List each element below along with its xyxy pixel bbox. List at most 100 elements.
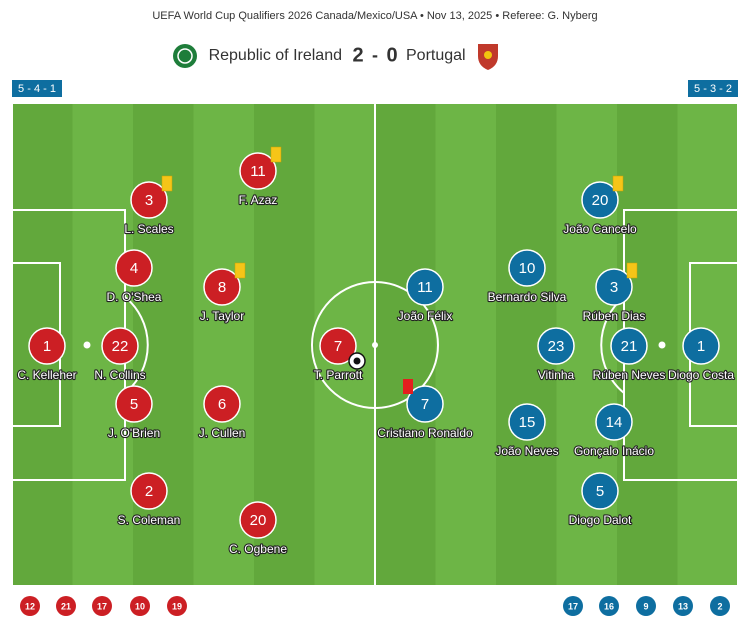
red-card — [403, 379, 413, 394]
substitute-badge — [673, 596, 693, 616]
player-badge — [595, 268, 633, 306]
player-name: Diogo Dalot — [569, 513, 632, 527]
player-name: F. Azaz — [239, 193, 278, 207]
substitute-number: 10 — [135, 601, 145, 611]
player-number: 6 — [218, 396, 226, 413]
player-name: L. Scales — [124, 222, 173, 236]
center-spot — [372, 342, 378, 348]
away-formation: 5 - 3 - 2 — [694, 83, 732, 95]
player-badge — [115, 249, 153, 287]
substitute-number: 9 — [643, 601, 648, 611]
penalty-arc — [600, 296, 625, 394]
yellow-card — [612, 175, 624, 192]
player-name: João Cancelo — [563, 222, 637, 236]
home-crest — [173, 44, 197, 68]
player-name: S. Coleman — [118, 513, 181, 527]
player-badge — [581, 181, 619, 219]
substitute-badge — [92, 596, 112, 616]
player-number: 8 — [218, 279, 226, 296]
away-score: 0 — [386, 44, 397, 66]
player-name: Vitinha — [538, 368, 575, 382]
goal-ball-patch — [353, 357, 361, 365]
penalty-spot — [83, 341, 91, 349]
substitute-badge — [710, 596, 730, 616]
player-name: Gonçalo Inácio — [574, 444, 654, 458]
player-name: J. Taylor — [200, 309, 244, 323]
away-formation-badge — [688, 80, 738, 97]
player-badge — [28, 327, 66, 365]
player-number: 3 — [145, 192, 153, 209]
player-badge — [130, 181, 168, 219]
substitute-number: 16 — [604, 601, 614, 611]
player-badge — [130, 472, 168, 510]
player-name: Rúben Neves — [593, 368, 666, 382]
player-number: 1 — [43, 338, 51, 355]
yellow-card — [234, 262, 246, 279]
penalty-arc — [124, 296, 149, 394]
player-number: 20 — [250, 512, 267, 529]
away-crest — [478, 44, 498, 70]
substitute-number: 12 — [25, 601, 35, 611]
substitute-number: 2 — [717, 601, 722, 611]
substitute-badge — [167, 596, 187, 616]
player-name: C. Ogbene — [229, 542, 287, 556]
substitute-number: 17 — [97, 601, 107, 611]
substitute-number: 13 — [678, 601, 688, 611]
player-number: 4 — [130, 260, 138, 277]
penalty-spot — [658, 341, 666, 349]
player-badge — [239, 152, 277, 190]
match-info: UEFA World Cup Qualifiers 2026 Canada/Me… — [152, 10, 597, 22]
substitute-number: 19 — [172, 601, 182, 611]
substitute-number: 21 — [61, 601, 71, 611]
player-badge — [682, 327, 720, 365]
player-number: 20 — [592, 192, 609, 209]
player-number: 23 — [548, 338, 565, 355]
yellow-card — [626, 262, 638, 279]
player-number: 11 — [417, 279, 433, 296]
player-badge — [508, 249, 546, 287]
player-badge — [115, 385, 153, 423]
player-badge — [239, 501, 277, 539]
player-name: Diogo Costa — [668, 368, 734, 382]
player-number: 21 — [621, 338, 638, 355]
substitute-number: 17 — [568, 601, 578, 611]
player-badge — [406, 385, 444, 423]
player-number: 10 — [519, 260, 536, 277]
player-badge — [319, 327, 357, 365]
away-team: Portugal — [406, 47, 466, 64]
player-badge — [537, 327, 575, 365]
player-badge — [595, 403, 633, 441]
player-name: Bernardo Silva — [488, 290, 567, 304]
pitch-stripe — [375, 103, 436, 586]
player-badge — [406, 268, 444, 306]
player-badge — [203, 268, 241, 306]
player-name: Rúben Dias — [583, 309, 646, 323]
home-score: 2 — [352, 44, 363, 66]
center-circle — [311, 281, 439, 409]
player-name: João Neves — [495, 444, 558, 458]
player-badge — [581, 472, 619, 510]
player-name: J. O'Brien — [108, 426, 160, 440]
players: 1 C. Kelleher 22 N. Collins 4 D. O'Shea 3 L. Sc… — [16, 146, 735, 557]
substitute-badge — [56, 596, 76, 616]
player-name: T. Parrott — [314, 368, 363, 382]
player-name: C. Kelleher — [17, 368, 76, 382]
player-badge — [610, 327, 648, 365]
pitch-stripe — [435, 103, 497, 586]
substitute-badge — [636, 596, 656, 616]
substitute-badge — [130, 596, 150, 616]
yellow-card — [161, 175, 173, 192]
substitute-badge — [563, 596, 583, 616]
player-name: N. Collins — [94, 368, 145, 382]
player-number: 22 — [112, 338, 129, 355]
player-number: 3 — [610, 279, 618, 296]
home-formation: 5 - 4 - 1 — [18, 83, 56, 95]
player-number: 14 — [606, 414, 623, 431]
substitute-badge — [599, 596, 619, 616]
player-name: Cristiano Ronaldo — [377, 426, 473, 440]
yellow-card — [270, 146, 282, 163]
player-number: 7 — [421, 396, 429, 413]
player-number: 5 — [596, 483, 604, 500]
player-badge — [203, 385, 241, 423]
